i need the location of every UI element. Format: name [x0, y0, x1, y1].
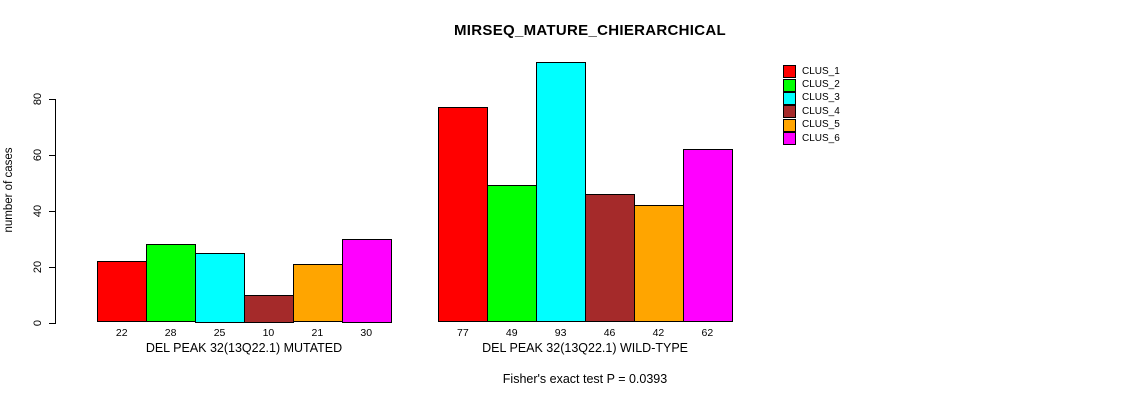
y-axis-tick [49, 266, 55, 268]
bar-clus_2 [487, 185, 538, 323]
chart-title: MIRSEQ_MATURE_CHIERARCHICAL [454, 22, 726, 39]
legend-item-clus_1: CLUS_1 [783, 65, 840, 79]
legend-swatch-icon [783, 91, 796, 105]
bar-clus_3 [195, 252, 245, 323]
bar-value-label: 49 [505, 327, 518, 339]
legend-swatch-icon [783, 65, 796, 79]
bar-clus_5 [292, 263, 343, 323]
legend-item-clus_6: CLUS_6 [783, 132, 840, 146]
legend-label: CLUS_5 [802, 119, 840, 131]
bar-clus_3 [536, 62, 587, 323]
legend-label: CLUS_3 [802, 92, 840, 104]
bar-clus_6 [682, 148, 733, 323]
y-axis-tick [49, 154, 55, 156]
y-axis-tick [49, 322, 55, 324]
legend-swatch-icon [783, 132, 796, 146]
bar-value-label: 22 [115, 327, 128, 339]
legend-item-clus_4: CLUS_4 [783, 105, 840, 119]
legend-label: CLUS_1 [802, 65, 840, 77]
bar-value-label: 62 [701, 327, 714, 339]
y-axis-label: number of cases [3, 147, 15, 233]
y-tick-label: 60 [32, 148, 44, 161]
legend-label: CLUS_4 [802, 105, 840, 117]
bar-value-label: 77 [457, 327, 469, 339]
legend-item-clus_2: CLUS_2 [783, 78, 840, 92]
bar-clus_4 [585, 193, 635, 323]
bar-clus_6 [341, 238, 392, 323]
bar-clus_1 [438, 106, 489, 323]
bar-value-label: 46 [603, 327, 616, 339]
group-axis-label: DEL PEAK 32(13Q22.1) MUTATED [145, 341, 343, 355]
bar-value-label: 21 [311, 327, 324, 339]
legend-swatch-icon [783, 105, 796, 119]
bar-value-label: 25 [213, 327, 226, 339]
bar-clus_2 [146, 244, 197, 323]
footer-annotation: Fisher's exact test P = 0.0393 [502, 372, 668, 386]
y-tick-label: 40 [32, 204, 44, 217]
legend-item-clus_5: CLUS_5 [783, 118, 840, 132]
bar-value-label: 10 [262, 327, 275, 339]
bar-value-label: 28 [164, 327, 177, 339]
bar-value-label: 42 [652, 327, 665, 339]
group-axis-label: DEL PEAK 32(13Q22.1) WILD-TYPE [482, 341, 689, 355]
y-tick-label: 0 [32, 319, 44, 326]
legend-item-clus_3: CLUS_3 [783, 91, 840, 105]
bar-value-label: 93 [554, 327, 567, 339]
legend-swatch-icon [783, 78, 796, 92]
bar-value-label: 30 [360, 327, 373, 339]
bar-clus_4 [244, 294, 294, 323]
y-axis-tick [49, 210, 55, 212]
legend: CLUS_1 CLUS_2 CLUS_3 CLUS_4 CLUS_5 CLUS_6 [783, 65, 840, 146]
y-tick-label: 80 [32, 92, 44, 105]
legend-swatch-icon [783, 118, 796, 132]
y-tick-label: 20 [32, 260, 44, 273]
legend-label: CLUS_2 [802, 79, 840, 91]
bar-clus_1 [97, 260, 148, 323]
bar-clus_5 [634, 204, 684, 323]
y-axis-tick [49, 98, 55, 100]
legend-label: CLUS_6 [802, 132, 840, 144]
y-axis-line [55, 98, 56, 324]
